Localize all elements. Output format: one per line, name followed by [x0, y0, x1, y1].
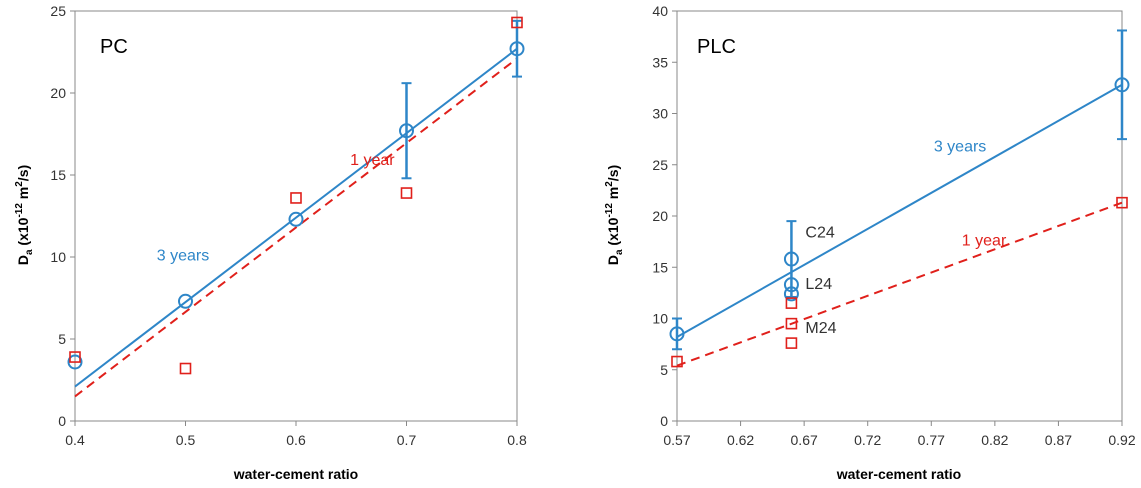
- data-point-one-year-plc: [1116, 196, 1128, 209]
- y-tick-label-plc: 25: [652, 157, 668, 173]
- x-tick-label-plc: 0.57: [663, 432, 690, 448]
- data-point-one-year-plc: [785, 337, 798, 349]
- y-tick-label-plc: 15: [652, 259, 668, 275]
- data-point-three-years-plc: [669, 326, 685, 342]
- x-tick-label-pc: 0.7: [397, 432, 417, 448]
- data-point-one-year-pc: [511, 16, 523, 29]
- fit-line-three-years-pc: [74, 47, 518, 388]
- x-tick-label-plc: 0.62: [727, 432, 754, 448]
- x-tick-label-plc: 0.77: [918, 432, 945, 448]
- annotation-m24-plc: M24: [805, 320, 836, 337]
- y-tick-label-pc: 5: [58, 331, 66, 347]
- data-point-three-years-plc: [783, 277, 799, 293]
- y-tick-label-pc: 10: [50, 249, 66, 265]
- x-tick-label-pc: 0.5: [176, 432, 196, 448]
- fit-line-one-year-pc: [74, 57, 518, 398]
- data-point-three-years-plc: [783, 286, 799, 302]
- data-point-three-years-plc: [1114, 77, 1130, 93]
- x-tick-label-pc: 0.4: [65, 432, 85, 448]
- data-point-one-year-plc: [785, 317, 798, 330]
- panel-title-plc: PLC: [697, 36, 736, 58]
- fit-line-one-year-plc: [676, 201, 1123, 367]
- y-tick-label-plc: 20: [652, 208, 668, 224]
- x-tick-label-pc: 0.8: [507, 432, 527, 448]
- y-tick-label-pc: 25: [50, 3, 66, 19]
- annotation-l24-plc: L24: [805, 276, 832, 293]
- y-tick-label-pc: 15: [50, 167, 66, 183]
- x-axis-label-pc: water-cement ratio: [233, 466, 358, 482]
- y-axis-label-plc: Da (x10-12 m2/s): [604, 165, 625, 265]
- data-point-one-year-plc: [785, 297, 798, 309]
- data-point-three-years-pc: [399, 123, 414, 139]
- y-tick-label-plc: 0: [660, 413, 668, 429]
- y-tick-label-pc: 20: [50, 85, 66, 101]
- data-point-one-year-pc: [400, 187, 413, 199]
- data-point-one-year-pc: [69, 351, 81, 363]
- plot-frame-pc: [74, 10, 518, 422]
- data-point-three-years-pc: [67, 354, 83, 370]
- y-tick-label-plc: 10: [652, 311, 668, 327]
- x-tick-label-plc: 0.72: [854, 432, 881, 448]
- y-tick-label-plc: 35: [652, 54, 668, 70]
- panel-title-pc: PC: [100, 36, 128, 58]
- annotation-1-year-plc: 1 year: [962, 233, 1007, 250]
- data-point-three-years-pc: [509, 41, 525, 57]
- x-tick-label-plc: 0.67: [791, 432, 818, 448]
- y-tick-label-plc: 30: [652, 106, 668, 122]
- data-point-three-years-pc: [288, 211, 304, 227]
- y-tick-label-plc: 40: [652, 3, 668, 19]
- data-point-one-year-pc: [290, 192, 302, 204]
- y-tick-label-pc: 0: [58, 413, 66, 429]
- annotation-1-year-pc: 1 year: [350, 152, 395, 169]
- annotation-3-years-pc: 3 years: [157, 247, 209, 264]
- plot-frame-plc: [676, 10, 1123, 422]
- chart-plc: Da (x10-12 m2/s) water-cement ratio PLC …: [604, 3, 1136, 482]
- annotation-3-years-plc: 3 years: [934, 138, 986, 155]
- y-tick-label-plc: 5: [660, 362, 668, 378]
- x-axis-label-plc: water-cement ratio: [836, 466, 961, 482]
- x-tick-label-plc: 0.87: [1045, 432, 1072, 448]
- chart-pc: Da (x10-12 m2/s) water-cement ratio PC 0…: [14, 3, 527, 482]
- x-tick-label-plc: 0.82: [981, 432, 1008, 448]
- data-point-three-years-pc: [178, 293, 193, 309]
- y-axis-label-pc: Da (x10-12 m2/s): [14, 165, 35, 265]
- data-point-three-years-plc: [783, 251, 799, 267]
- x-tick-label-pc: 0.6: [286, 432, 306, 448]
- fit-line-three-years-plc: [676, 83, 1123, 338]
- annotation-c24-plc: C24: [805, 225, 834, 242]
- x-tick-label-plc: 0.92: [1108, 432, 1135, 448]
- data-point-one-year-pc: [179, 362, 192, 375]
- data-point-one-year-plc: [671, 355, 683, 368]
